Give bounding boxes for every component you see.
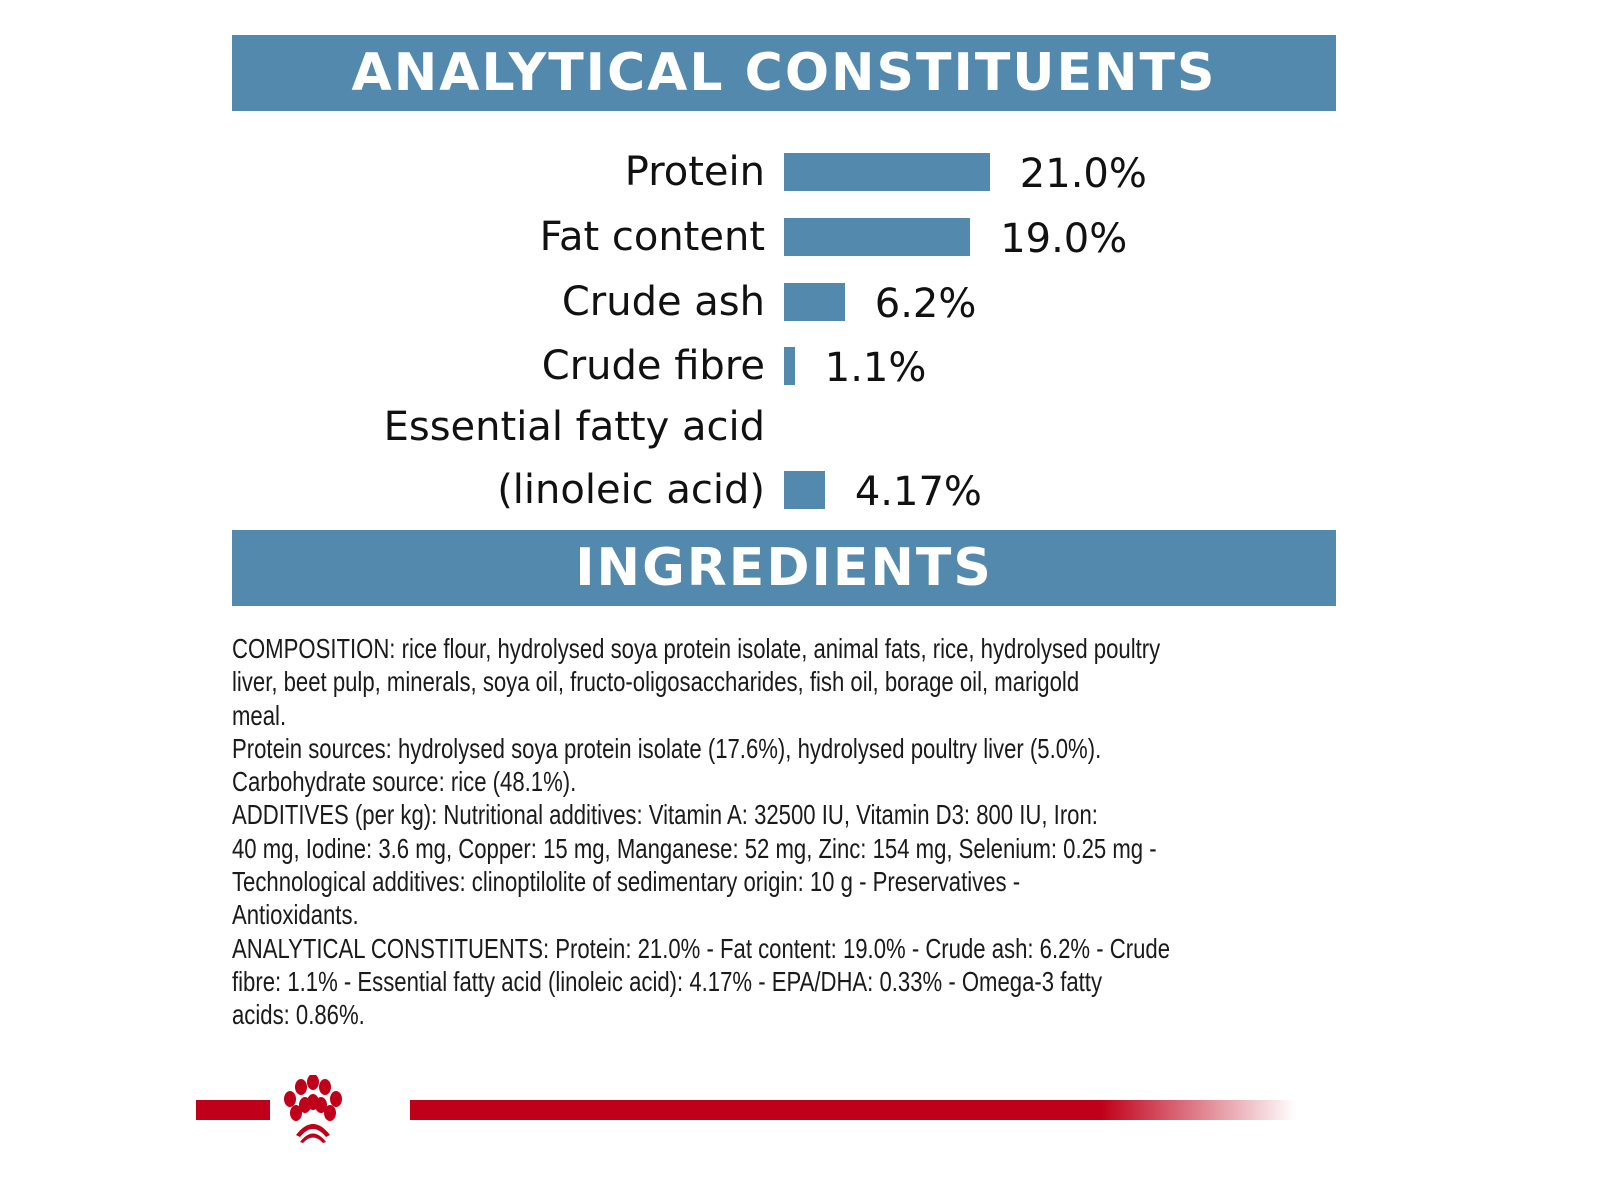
bar-value-label: 19.0% (1000, 216, 1128, 262)
bar-value-label: 1.1% (824, 345, 927, 391)
bar (784, 283, 845, 321)
ingredients-line: liver, beet pulp, minerals, soya oil, fr… (232, 666, 1080, 698)
bar (784, 347, 795, 385)
brand-footer (196, 1075, 1296, 1143)
bar-label: Essential fatty acid (383, 404, 765, 450)
ingredients-header: INGREDIENTS (232, 530, 1336, 606)
section-title: ANALYTICAL CONSTITUENTS (351, 43, 1217, 103)
bar-label: (linoleic acid) (497, 467, 765, 513)
ingredients-line: Protein sources: hydrolysed soya protein… (232, 732, 1102, 764)
ingredients-line: 40 mg, Iodine: 3.6 mg, Copper: 15 mg, Ma… (232, 832, 1157, 864)
bar-value-label: 4.17% (854, 469, 982, 515)
ingredients-line: Technological additives: clinoptilolite … (232, 866, 1021, 898)
bar-label: Protein (624, 149, 765, 195)
analytical-constituents-header: ANALYTICAL CONSTITUENTS (232, 35, 1336, 111)
bar-label: Fat content (539, 214, 765, 260)
ingredients-line: ANALYTICAL CONSTITUENTS: Protein: 21.0% … (232, 932, 1171, 964)
bar (784, 153, 990, 191)
bar-value-label: 6.2% (874, 281, 977, 327)
bar-label: Crude ash (561, 279, 765, 325)
bar (784, 471, 825, 509)
constituents-bar-chart: Protein 21.0% Fat content 19.0% Crude ash 6.2… (0, 0, 1600, 530)
ingredients-line: COMPOSITION: rice flour, hydrolysed soya… (232, 633, 1161, 664)
ingredients-line: ADDITIVES (per kg): Nutritional additive… (232, 799, 1098, 831)
ingredients-line: fibre: 1.1% - Essential fatty acid (lino… (232, 965, 1103, 997)
ingredients-line: meal. (232, 699, 287, 731)
red-line-left (196, 1100, 270, 1120)
bar (784, 218, 971, 256)
red-line-right (410, 1100, 1296, 1120)
ingredients-line: Carbohydrate source: rice (48.1%). (232, 766, 577, 798)
ingredients-line: Antioxidants. (232, 899, 359, 931)
section-title: INGREDIENTS (575, 538, 993, 598)
bar-label: Crude fibre (541, 343, 765, 389)
ingredients-line: acids: 0.86%. (232, 999, 365, 1031)
ingredients-text: COMPOSITION: rice flour, hydrolysed soya… (232, 632, 1419, 1032)
crown-logo-icon (284, 1075, 342, 1143)
bar-value-label: 21.0% (1019, 151, 1147, 197)
